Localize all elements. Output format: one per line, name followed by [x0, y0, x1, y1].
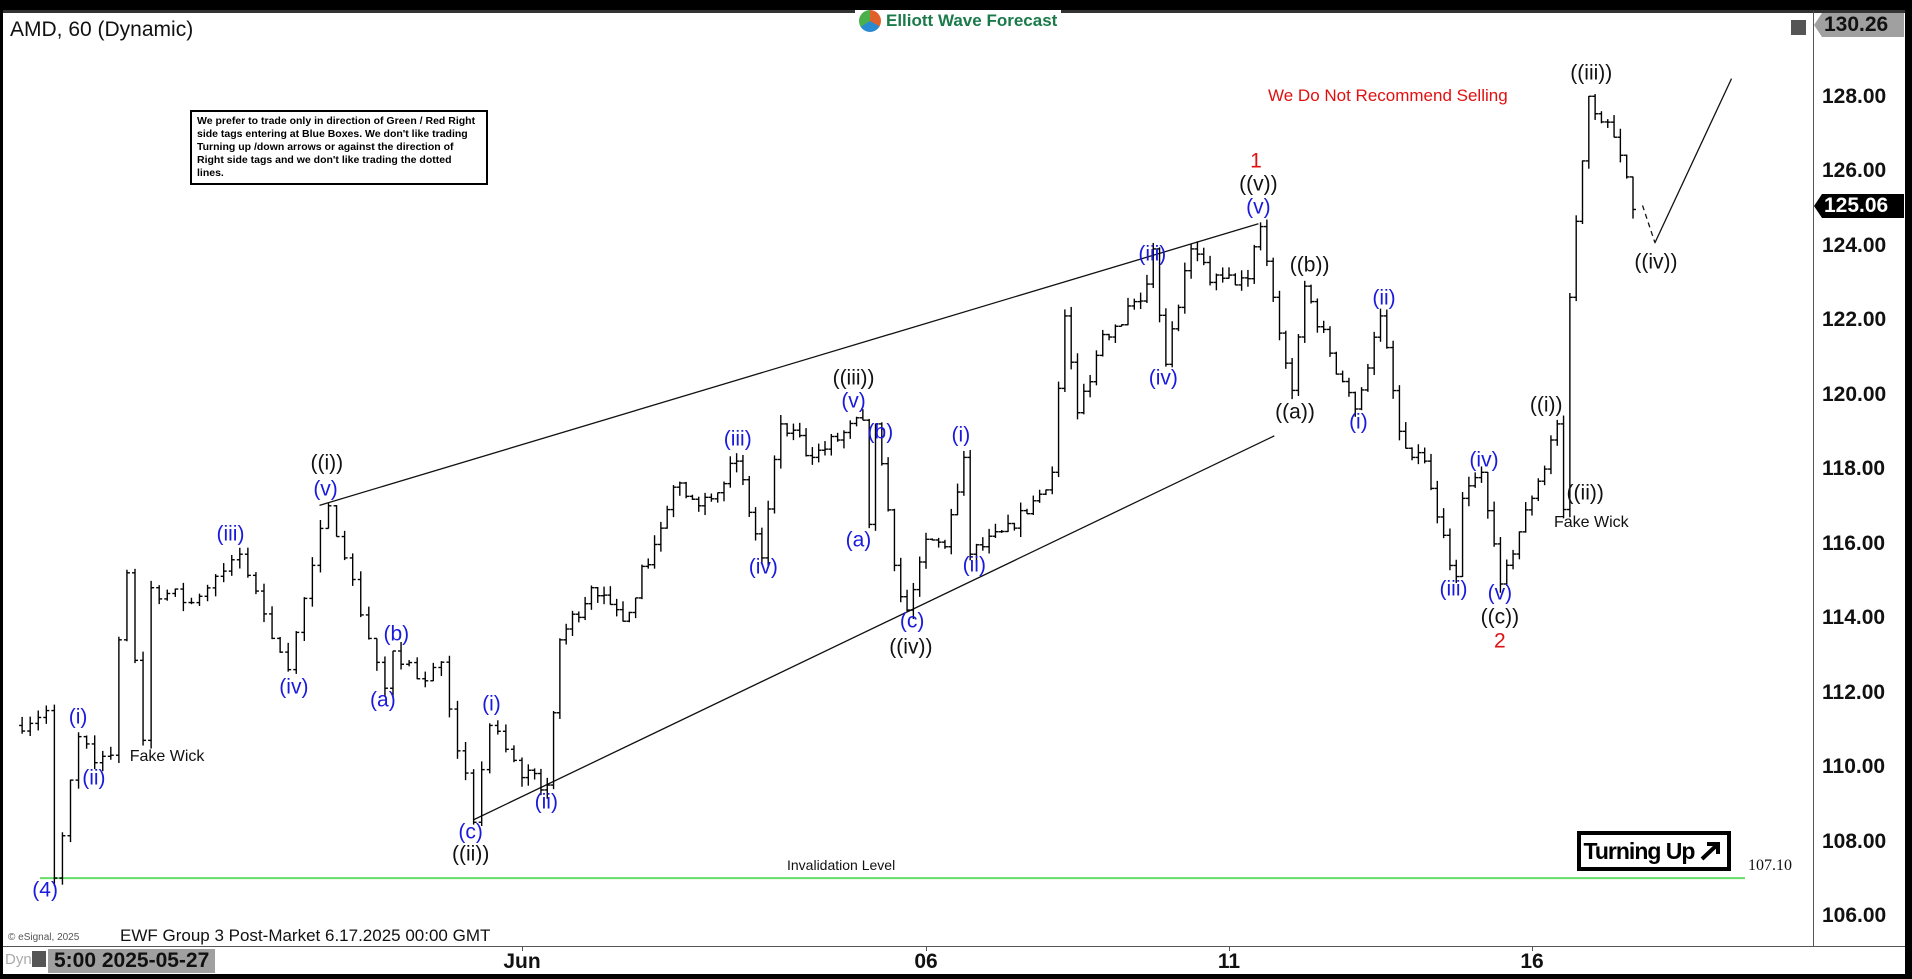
y-tick-label: 120.00 [1822, 382, 1887, 406]
x-tick-label: Jun [503, 950, 541, 973]
x-tick-label: 11 [1217, 950, 1241, 973]
y-tick-label: 106.00 [1822, 904, 1887, 928]
fake-wick-label: Fake Wick [1553, 514, 1629, 532]
wave-label: ((b)) [1289, 253, 1330, 277]
wave-label: (a) [845, 528, 872, 552]
last-price-tag: 125.06 [1814, 194, 1904, 218]
y-tick-label: 124.00 [1822, 233, 1887, 257]
x-tick-mark [522, 946, 523, 951]
wave-label: (i) [951, 423, 971, 447]
wave-label: (v) [841, 389, 866, 413]
wave-label: (iv) [1469, 448, 1499, 472]
x-tick-mark [926, 946, 927, 951]
wave-label: (iii) [723, 427, 752, 451]
wave-label: (ii) [82, 766, 106, 790]
trading-note: We prefer to trade only in direction of … [190, 110, 488, 185]
wave-label: ((iii)) [832, 366, 875, 390]
fake-wick-label: Fake Wick [129, 748, 205, 766]
x-tick-label: 16 [1520, 950, 1544, 973]
projection-dashed-line [1641, 205, 1656, 243]
price-chart [19, 78, 1745, 886]
chart-caption: EWF Group 3 Post-Market 6.17.2025 00:00 … [120, 926, 491, 945]
wave-label: (ii) [534, 790, 558, 814]
x-tick-mark [1532, 946, 1533, 951]
wave-label: (c) [899, 609, 925, 633]
wave-label: (iv) [1148, 366, 1178, 390]
wave-label: ((iii)) [1570, 61, 1613, 85]
wave-label: (b) [867, 420, 894, 444]
turning-up-badge: Turning Up [1577, 831, 1731, 871]
copyright: © eSignal, 2025 [8, 932, 80, 943]
warning-text: We Do Not Recommend Selling [1268, 86, 1508, 105]
turning-label: Turning Up [1583, 837, 1696, 864]
price-axis[interactable] [1813, 10, 1905, 946]
wave-label: (ii) [1372, 286, 1396, 310]
wave-label: (c) [458, 820, 483, 844]
y-tick-label: 122.00 [1822, 308, 1887, 332]
y-tick-label: 126.00 [1822, 159, 1887, 183]
logo-text: Elliott Wave Forecast [886, 11, 1058, 30]
ewf-logo-icon [859, 10, 881, 32]
y-tick-label: 118.00 [1822, 457, 1886, 481]
wave-label: (a) [370, 688, 396, 712]
arrow-up-right-icon [1701, 842, 1721, 861]
y-tick-label: 112.00 [1822, 680, 1886, 704]
x-tick-label: 06 [914, 950, 938, 973]
wave-label: (v) [1246, 195, 1271, 219]
restore-window-icon[interactable] [1791, 20, 1806, 35]
y-tick-label: 128.00 [1822, 85, 1887, 108]
invalidation-value: 107.10 [1748, 857, 1792, 874]
y-tick-label: 116.00 [1822, 531, 1886, 555]
wave-label: (iii) [1138, 242, 1167, 266]
wave-label: 2 [1494, 629, 1506, 653]
wave-label: ((a)) [1275, 400, 1315, 424]
wave-label: (iii) [1439, 577, 1468, 601]
wave-label: (ii) [962, 553, 986, 577]
wedge-upper-line [319, 223, 1259, 507]
wave-label: ((i)) [1529, 393, 1563, 417]
y-tick-label: 110.00 [1822, 755, 1886, 779]
wave-label: ((ii)) [1566, 481, 1604, 505]
wedge-lower-line [472, 435, 1275, 821]
wave-label: (4) [32, 878, 58, 902]
high-price-tag: 130.26 [1814, 13, 1904, 37]
dyn-label: Dyn [5, 951, 32, 968]
lock-icon[interactable] [32, 951, 46, 967]
wave-label: (iv) [279, 675, 309, 698]
wave-label: (iii) [216, 522, 245, 546]
wave-label: ((c)) [1480, 605, 1520, 629]
projection-line [1654, 78, 1733, 244]
y-tick-label: 108.00 [1822, 829, 1887, 853]
cursor-time: 5:00 2025-05-27 [48, 949, 216, 973]
wave-label: ((i)) [310, 451, 344, 475]
wave-label: 1 [1250, 149, 1262, 173]
wave-label: (b) [383, 622, 410, 646]
wave-label: (v) [313, 477, 338, 501]
wave-label: (i) [482, 692, 501, 716]
wave-label: ((iv)) [1634, 250, 1678, 274]
wave-label: ((ii)) [452, 842, 490, 866]
wave-label: ((iv)) [889, 635, 933, 659]
wave-label: (iv) [748, 555, 778, 579]
wave-label: ((v)) [1239, 172, 1278, 196]
time-axis[interactable] [3, 946, 1905, 974]
invalidation-label: Invalidation Level [787, 857, 896, 873]
chart-title: AMD, 60 (Dynamic) [10, 18, 194, 41]
wave-label: (i) [68, 705, 88, 729]
wave-label: (v) [1487, 581, 1513, 605]
wave-label: (i) [1349, 410, 1368, 434]
logo: Elliott Wave Forecast [855, 10, 1062, 32]
y-tick-label: 114.00 [1822, 606, 1886, 630]
x-tick-mark [1229, 946, 1230, 951]
